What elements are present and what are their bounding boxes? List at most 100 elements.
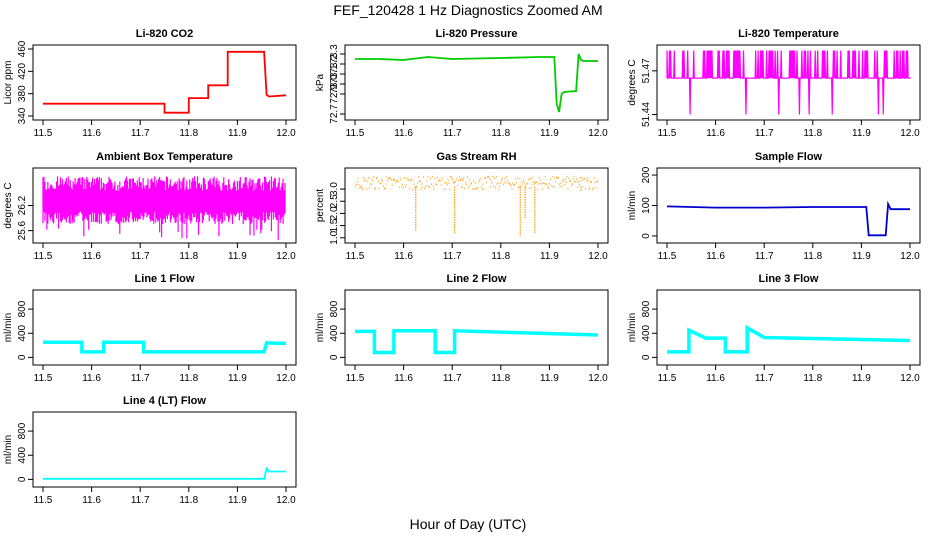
box-temp-series	[42, 176, 286, 241]
y-tick-label: 25.6	[17, 220, 28, 240]
x-tick-label: 11.5	[34, 128, 53, 139]
panel-9: Line 3 Flow ml/min 11.5 11.6 11.7 11.8 11.9 12.…	[627, 273, 921, 384]
panel-6: Sample Flow ml/min 11.5 11.6 11.7 11.8 11.9 12.…	[627, 151, 921, 262]
panel-10: Line 4 (LT) Flow ml/min 11.5 11.6 11.7 11.8 11…	[3, 395, 297, 506]
panel-title: Li-820 Temperature	[738, 28, 839, 40]
x-tick-label: 12.0	[900, 128, 920, 139]
x-tick-label: 11.9	[228, 373, 247, 384]
y-tick-label: 460	[17, 40, 28, 57]
y-tick-label: 100	[641, 197, 652, 214]
y-axis-label: degrees C	[3, 182, 14, 228]
x-tick-label: 11.8	[179, 128, 198, 139]
x-tick-label: 11.8	[803, 373, 822, 384]
plot-frame	[656, 44, 921, 121]
y-axis-label: ml/min	[315, 313, 326, 342]
panel-title: Line 1 Flow	[135, 273, 195, 285]
series-line	[667, 324, 911, 354]
x-tick-label: 11.7	[443, 251, 462, 262]
x-tick-label: 11.6	[706, 373, 725, 384]
x-tick-label: 11.6	[82, 373, 101, 384]
x-tick-label: 11.7	[131, 495, 150, 506]
y-tick-label: 72.9	[329, 84, 340, 104]
plot-frame	[656, 167, 921, 244]
y-tick-label: 800	[329, 300, 340, 317]
x-tick-label: 12.0	[276, 495, 296, 506]
x-tick-label: 11.7	[755, 251, 774, 262]
x-tick-label: 11.6	[394, 128, 413, 139]
y-tick-label: 420	[17, 63, 28, 80]
plot-frame	[32, 289, 297, 366]
x-tick-label: 12.0	[276, 251, 296, 262]
plot-frame	[656, 289, 921, 366]
x-tick-label: 11.9	[228, 251, 247, 262]
x-tick-label: 11.6	[394, 373, 413, 384]
y-axis-label: kPa	[315, 73, 326, 91]
y-axis-label: ml/min	[3, 313, 14, 342]
y-tick-label: 0	[641, 233, 652, 239]
panel-title: Gas Stream RH	[436, 151, 516, 163]
x-tick-label: 11.5	[34, 495, 53, 506]
x-tick-label: 11.9	[540, 128, 559, 139]
x-tick-label: 11.8	[491, 251, 510, 262]
series-line	[43, 340, 287, 354]
panel-2: Li-820 Pressure kPa 11.5 11.6 11.7 11.8 11.9 12…	[315, 28, 609, 139]
rh-series	[355, 175, 599, 191]
panel-title: Li-820 Pressure	[436, 28, 518, 40]
x-tick-label: 11.6	[82, 251, 101, 262]
y-tick-label: 380	[17, 85, 28, 102]
y-tick-label: 0	[17, 476, 28, 482]
x-tick-label: 11.8	[179, 251, 198, 262]
y-tick-label: 0	[17, 354, 28, 360]
panel-title: Ambient Box Temperature	[96, 151, 233, 163]
x-tick-label: 12.0	[276, 373, 296, 384]
y-tick-label: 0	[641, 354, 652, 360]
y-tick-label: 73.0	[329, 74, 340, 94]
panel-3: Li-820 Temperature degrees C 11.5 11.6 11.7 1…	[627, 28, 921, 139]
plot-frame	[32, 44, 297, 121]
y-tick-label: 26.2	[17, 195, 28, 215]
y-tick-label: 73.2	[329, 54, 340, 74]
y-tick-label: 51.47	[641, 58, 652, 83]
y-tick-label: 1.0	[329, 230, 340, 244]
x-tick-label: 12.0	[588, 128, 608, 139]
x-tick-label: 11.8	[803, 251, 822, 262]
x-tick-label: 11.9	[228, 495, 247, 506]
y-tick-label: 72.7	[329, 104, 340, 124]
y-tick-label: 0	[329, 354, 340, 360]
y-tick-label: 73.1	[329, 64, 340, 84]
x-tick-label: 11.5	[658, 128, 677, 139]
x-tick-label: 11.5	[658, 251, 677, 262]
x-tick-label: 11.5	[34, 251, 53, 262]
y-axis-label: degrees C	[627, 59, 638, 105]
x-tick-label: 12.0	[276, 128, 296, 139]
x-tick-label: 12.0	[588, 251, 608, 262]
x-tick-label: 11.9	[852, 251, 871, 262]
x-tick-label: 11.9	[540, 373, 559, 384]
y-axis-label: percent	[315, 189, 326, 223]
x-tick-label: 12.0	[900, 251, 920, 262]
x-tick-label: 11.8	[179, 373, 198, 384]
y-axis-label: ml/min	[3, 435, 14, 464]
series-line	[355, 328, 599, 355]
y-tick-label: 2.0	[329, 206, 340, 220]
panel-title: Sample Flow	[755, 151, 823, 163]
panel-1: Li-820 CO2 Licor ppm 11.5 11.6 11.7 11.8 11.9 1…	[3, 28, 297, 139]
x-tick-label: 11.7	[131, 373, 150, 384]
y-tick-label: 800	[17, 422, 28, 439]
panel-title: Line 2 Flow	[447, 273, 507, 285]
x-tick-label: 11.9	[852, 373, 871, 384]
plot-frame	[32, 411, 297, 488]
x-tick-label: 11.7	[131, 251, 150, 262]
series-line	[666, 200, 910, 237]
x-tick-label: 11.8	[491, 128, 510, 139]
panel-title: Line 4 (LT) Flow	[123, 395, 206, 407]
y-tick-label: 400	[17, 446, 28, 463]
panel-title: Li-820 CO2	[136, 28, 193, 40]
y-tick-label: 2.5	[329, 194, 340, 208]
y-tick-label: 73.3	[329, 44, 340, 64]
panel-8: Line 2 Flow ml/min 11.5 11.6 11.7 11.8 11.9 12.…	[315, 273, 609, 384]
y-tick-label: 200	[641, 166, 652, 183]
figure-title: FEF_120428 1 Hz Diagnostics Zoomed AM	[333, 2, 603, 18]
